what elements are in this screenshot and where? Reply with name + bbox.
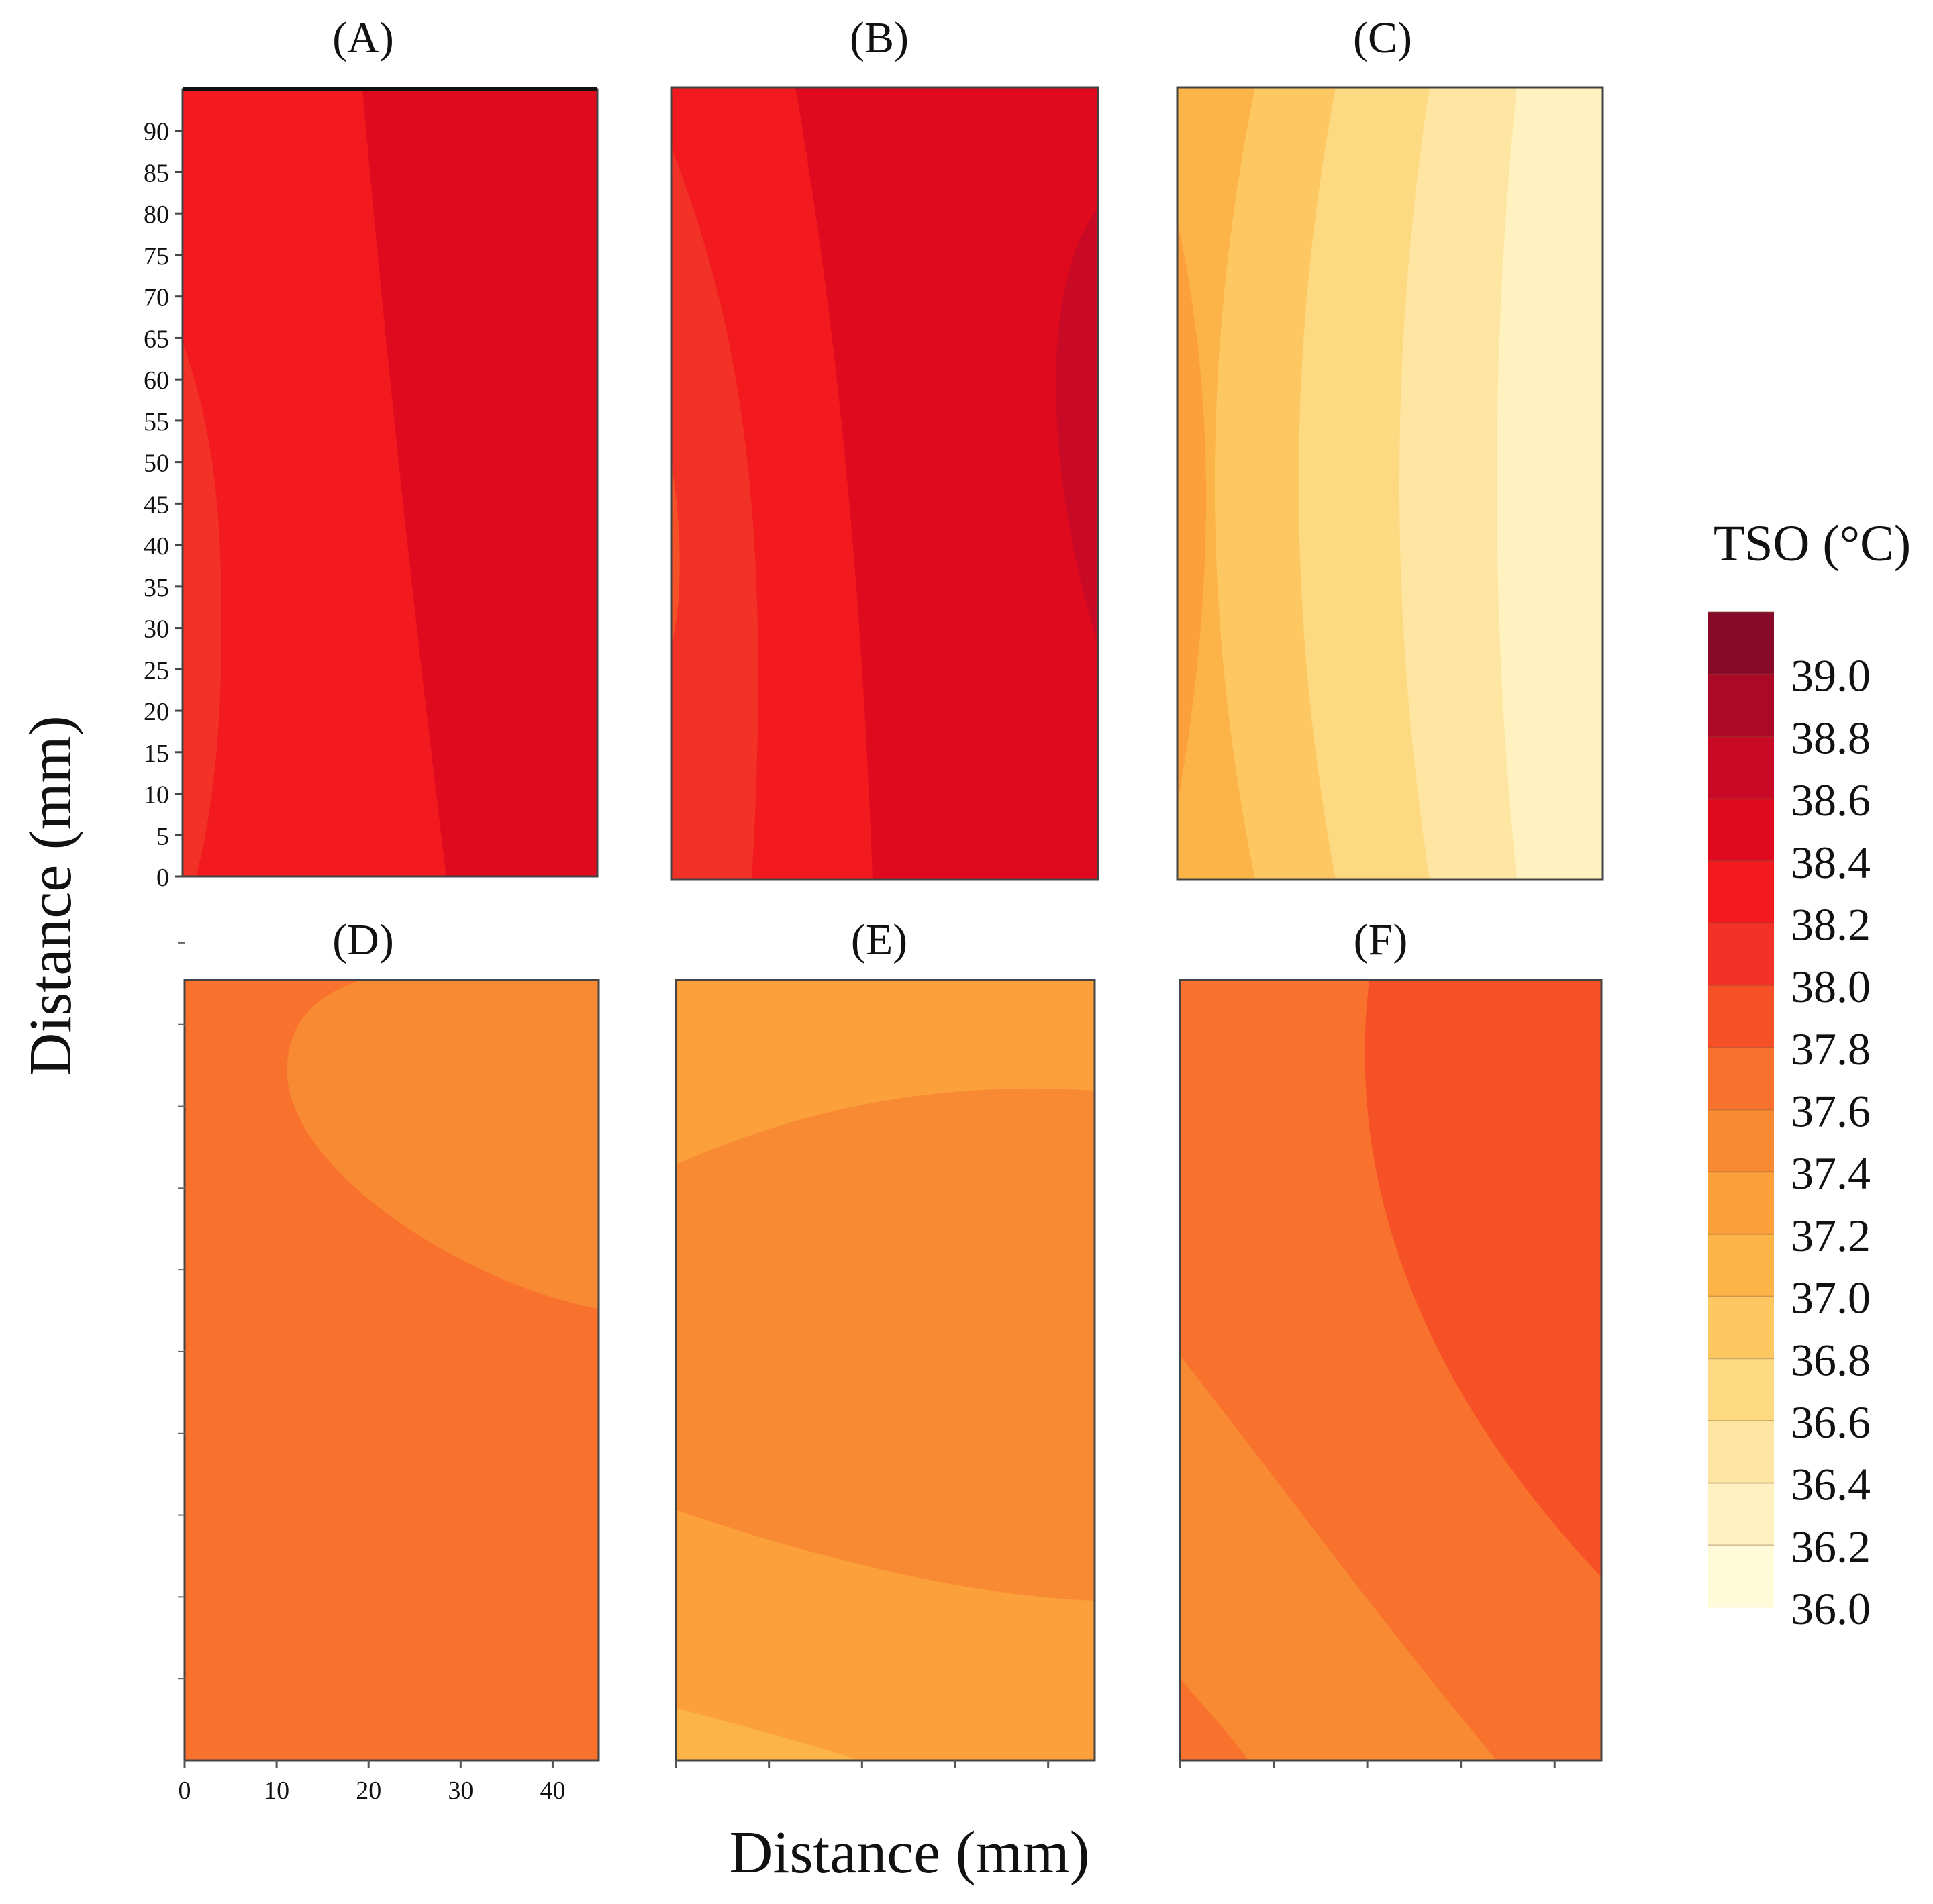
panel-title-e: (E) bbox=[851, 915, 907, 964]
y-tick-label: 30 bbox=[144, 615, 169, 644]
colorbar-tick-label: 38.8 bbox=[1791, 712, 1871, 763]
colorbar-tick-label: 38.4 bbox=[1791, 837, 1871, 888]
x-axis-ticks-panel-d: 0 10 20 30 40 bbox=[179, 1760, 565, 1805]
colorbar-tick-label: 39.0 bbox=[1791, 650, 1871, 701]
y-axis-ticks-panel-a: 0 5 10 15 20 25 30 35 40 45 50 55 60 65 70 75 80 85 90 bbox=[144, 118, 183, 892]
panel-title-a: (A) bbox=[332, 13, 394, 62]
y-tick-label: 10 bbox=[144, 781, 169, 809]
x-axis-ticks-panel-f bbox=[1179, 1760, 1556, 1768]
y-tick-label: 85 bbox=[144, 159, 169, 187]
colorbar-tick-label: 38.0 bbox=[1791, 961, 1871, 1012]
region-a-38.4 bbox=[362, 89, 597, 876]
x-tick-label: 10 bbox=[264, 1776, 289, 1805]
colorbar-band bbox=[1708, 799, 1774, 862]
y-tick-label: 75 bbox=[144, 242, 169, 270]
colorbar-band bbox=[1708, 1296, 1774, 1359]
colorbar-tick-label: 38.2 bbox=[1791, 899, 1871, 950]
y-tick-label: 80 bbox=[144, 201, 169, 229]
colorbar-band bbox=[1708, 1234, 1774, 1297]
x-tick-label: 40 bbox=[540, 1776, 565, 1805]
y-tick-label: 15 bbox=[144, 740, 169, 768]
y-tick-label: 65 bbox=[144, 325, 169, 353]
y-tick-label: 45 bbox=[144, 491, 169, 519]
y-axis-ticks-panel-d bbox=[178, 942, 185, 1680]
colorbar-tick-label: 37.8 bbox=[1791, 1023, 1871, 1074]
heatmap-panel-f bbox=[1179, 979, 1603, 1762]
colorbar-tick-label: 37.4 bbox=[1791, 1148, 1871, 1199]
region-f-37.8 bbox=[1365, 980, 1601, 1577]
region-b-38.4b bbox=[932, 87, 1098, 879]
colorbar-band bbox=[1708, 1483, 1774, 1546]
colorbar-tick-label: 36.8 bbox=[1791, 1334, 1871, 1385]
region-f-37.4 bbox=[1180, 1356, 1497, 1760]
colorbar-band bbox=[1708, 1545, 1774, 1608]
colorbar-tick-label: 36.6 bbox=[1791, 1397, 1871, 1448]
x-tick-label: 0 bbox=[179, 1776, 191, 1805]
y-tick-label: 40 bbox=[144, 532, 169, 560]
colorbar-tick-label: 37.0 bbox=[1791, 1272, 1871, 1323]
colorbar-tick-label: 38.6 bbox=[1791, 774, 1871, 825]
colorbar-band bbox=[1708, 1420, 1774, 1484]
colorbar-title: TSO (°C) bbox=[1714, 515, 1911, 572]
y-tick-label: 25 bbox=[144, 656, 169, 685]
colorbar-band bbox=[1708, 612, 1774, 675]
y-tick-label: 90 bbox=[144, 118, 169, 146]
region-e-37.0 bbox=[676, 1708, 859, 1760]
y-tick-label: 70 bbox=[144, 284, 169, 312]
region-a-38.0 bbox=[183, 342, 221, 876]
panel-title-d: (D) bbox=[332, 915, 394, 964]
y-tick-label: 35 bbox=[144, 574, 169, 602]
colorbar-band bbox=[1708, 860, 1774, 924]
region-b-38.6 bbox=[1056, 208, 1098, 644]
panel-title-c: (C) bbox=[1353, 13, 1412, 62]
colorbar-band bbox=[1708, 1047, 1774, 1111]
colorbar-band bbox=[1708, 1172, 1774, 1235]
region-d-37.4 bbox=[287, 980, 599, 1309]
panel-title-b: (B) bbox=[850, 13, 909, 62]
y-tick-label: 5 bbox=[156, 822, 169, 850]
x-axis-label: Distance (mm) bbox=[729, 1819, 1089, 1886]
colorbar-tick-label: 36.2 bbox=[1791, 1521, 1871, 1572]
y-tick-label: 60 bbox=[144, 366, 169, 395]
x-axis-ticks-panel-e bbox=[675, 1760, 1050, 1768]
x-tick-label: 30 bbox=[448, 1776, 473, 1805]
y-axis-label: Distance (mm) bbox=[17, 715, 84, 1076]
y-tick-label: 20 bbox=[144, 698, 169, 726]
colorbar-tick-label: 36.4 bbox=[1791, 1459, 1871, 1510]
heatmap-panel-a bbox=[181, 87, 599, 878]
region-e-37.4 bbox=[676, 1088, 1095, 1601]
colorbar: 39.0 38.8 38.6 38.4 38.2 38.0 37.8 37.6 37.4 37.2… bbox=[1708, 611, 1871, 1634]
colorbar-tick-label: 37.6 bbox=[1791, 1086, 1871, 1137]
y-tick-label: 50 bbox=[144, 450, 169, 478]
y-tick-label: 0 bbox=[156, 864, 169, 892]
heatmap-panel-d bbox=[183, 979, 600, 1762]
colorbar-band bbox=[1708, 674, 1774, 737]
x-tick-label: 20 bbox=[356, 1776, 381, 1805]
colorbar-tick-label: 37.2 bbox=[1791, 1210, 1871, 1261]
y-tick-label: 55 bbox=[144, 408, 169, 436]
colorbar-band bbox=[1708, 1109, 1774, 1172]
colorbar-band bbox=[1708, 923, 1774, 986]
colorbar-band bbox=[1708, 1358, 1774, 1421]
heatmap-panel-c bbox=[1176, 86, 1604, 881]
heatmap-panel-e bbox=[675, 979, 1096, 1762]
panel-title-f: (F) bbox=[1354, 915, 1408, 964]
colorbar-band bbox=[1708, 736, 1774, 799]
colorbar-band bbox=[1708, 985, 1774, 1048]
heatmap-panel-b bbox=[670, 86, 1099, 881]
region-b-38.0 bbox=[671, 148, 758, 879]
region-b-37.8 bbox=[671, 463, 680, 644]
colorbar-tick-label: 36.0 bbox=[1791, 1583, 1871, 1634]
